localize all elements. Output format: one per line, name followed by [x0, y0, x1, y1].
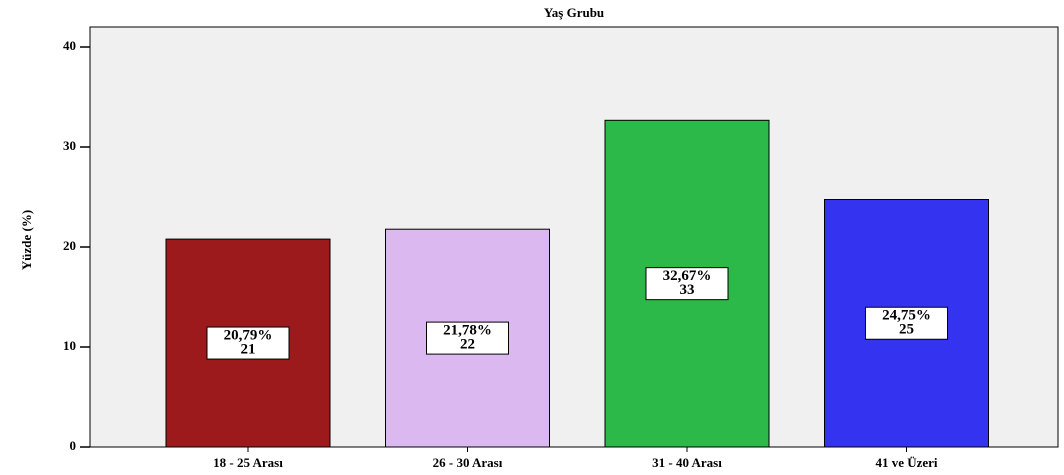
value-label: 20,79% [224, 327, 273, 343]
y-tick-label: 40 [63, 38, 76, 53]
y-axis-label: Yüzde (%) [19, 210, 34, 270]
y-tick-label: 20 [63, 238, 76, 253]
value-label: 32,67% [663, 268, 712, 284]
chart-title: Yaş Grubu [544, 5, 604, 20]
count-label: 25 [899, 322, 914, 338]
value-label: 24,75% [882, 308, 931, 324]
value-label-box [206, 326, 290, 360]
count-label: 21 [241, 341, 256, 357]
x-tick-label: 26 - 30 Arası [433, 455, 503, 470]
count-label: 22 [460, 337, 475, 353]
value-label: 21,78% [443, 323, 492, 339]
value-label-box [426, 321, 509, 355]
y-tick-label: 10 [63, 338, 76, 353]
x-tick-label: 31 - 40 Arası [652, 455, 722, 470]
count-label: 33 [680, 282, 695, 298]
value-label-box [645, 267, 729, 301]
y-tick-label: 30 [63, 138, 76, 153]
x-tick-label: 18 - 25 Arası [213, 455, 283, 470]
value-label-box [865, 306, 948, 340]
x-tick-label: 41 ve Üzeri [875, 455, 937, 470]
y-tick-label: 0 [70, 438, 77, 453]
